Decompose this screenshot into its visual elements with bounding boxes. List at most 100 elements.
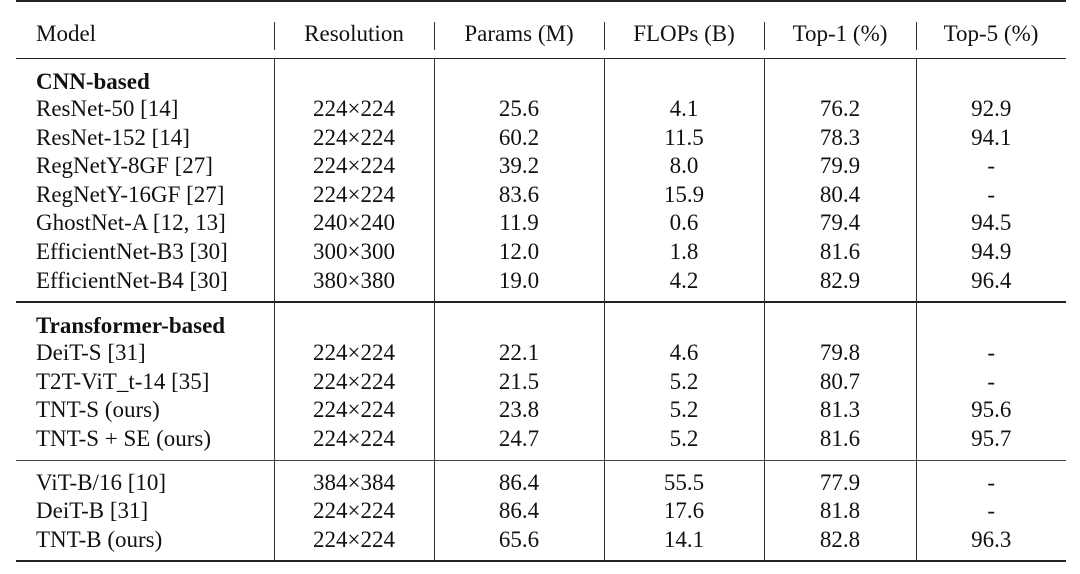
header-resolution: Resolution xyxy=(274,0,434,59)
cell-model: DeiT-B [31] xyxy=(36,498,149,524)
cell-top5: 94.5 xyxy=(915,209,1066,238)
cell-flops: 1.8 xyxy=(603,237,764,267)
table-row: TNT-B (ours) 224×224 65.6 14.1 82.8 96.3 xyxy=(16,525,1066,563)
cell-top5: - xyxy=(915,460,1066,498)
cell-flops: 5.2 xyxy=(603,424,764,461)
table-row: RegNetY-16GF [27] 224×224 83.6 15.9 80.4- xyxy=(16,180,1066,210)
table-row: EfficientNet-B4 [30] 380×380 19.0 4.2 82.9 96… xyxy=(16,266,1066,304)
cell-top1: 77.9 xyxy=(763,460,916,498)
header-top1: Top-1 (%) xyxy=(764,0,916,59)
cell-params: 60.2 xyxy=(433,123,604,153)
cell-flops: 4.2 xyxy=(603,266,764,304)
cell-resolution: 224×224 xyxy=(273,95,434,124)
cell-top1: 81.6 xyxy=(763,237,916,267)
cell-model: RegNetY-16GF [27] xyxy=(36,181,225,207)
cell-params: 11.9 xyxy=(433,209,604,238)
table-group: CNN-based ResNet-50 [14] 224×224 25.6 4.1 76.… xyxy=(16,58,1066,304)
cell-model: EfficientNet-B4 [30] xyxy=(16,266,274,304)
cell-top5: - xyxy=(915,367,1066,397)
cell-model: TNT-S (ours) xyxy=(36,397,160,423)
header-row: Model Resolution Params (M) FLOPs (B) To… xyxy=(16,0,1066,59)
empty-cell xyxy=(433,302,604,340)
table-row: TNT-S + SE (ours) 224×224 24.7 5.2 81.6 95.7 xyxy=(16,424,1066,461)
cell-top5: 96.4 xyxy=(915,266,1066,304)
empty-cell xyxy=(433,58,604,95)
cell-params: 25.6 xyxy=(433,95,604,124)
empty-cell xyxy=(763,58,916,95)
cell-top5: 94.1 xyxy=(915,123,1066,153)
cell-resolution: 240×240 xyxy=(273,209,434,238)
table-row: DeiT-S [31] 224×224 22.1 4.6 79.8- xyxy=(16,339,1066,368)
table-row: TNT-S (ours) 224×224 23.8 5.2 81.3 95.6 xyxy=(16,396,1066,425)
cell-top5: 95.7 xyxy=(915,424,1066,461)
cell-top1: 79.4 xyxy=(763,209,916,238)
cell-flops: 55.5 xyxy=(603,460,764,498)
cell-model: T2T-ViT_t-14 [35] xyxy=(36,368,210,394)
empty-cell xyxy=(763,302,916,340)
cell-flops: 15.9 xyxy=(603,180,764,210)
table-row: ResNet-50 [14] 224×224 25.6 4.1 76.2 92.9 xyxy=(16,95,1066,124)
cell-model: TNT-S + SE (ours) xyxy=(16,424,274,461)
table-row: ResNet-152 [14] 224×224 60.2 11.5 78.3 94.1 xyxy=(16,123,1066,153)
cell-model: ResNet-50 [14] xyxy=(36,96,179,121)
cell-flops: 11.5 xyxy=(603,123,764,153)
cell-top1: 76.2 xyxy=(763,95,916,124)
cell-resolution: 224×224 xyxy=(273,497,434,526)
cell-top1: 81.6 xyxy=(763,424,916,461)
cell-model: DeiT-S [31] xyxy=(36,340,146,366)
results-table: Model Resolution Params (M) FLOPs (B) To… xyxy=(16,0,1066,563)
table-row: RegNetY-8GF [27] 224×224 39.2 8.0 79.9- xyxy=(16,152,1066,181)
cell-top5: - xyxy=(915,497,1066,526)
header-flops: FLOPs (B) xyxy=(604,0,764,59)
cell-top5: 92.9 xyxy=(915,95,1066,124)
cell-params: 83.6 xyxy=(433,180,604,210)
cell-params: 21.5 xyxy=(433,367,604,397)
cell-resolution: 300×300 xyxy=(273,237,434,267)
cell-flops: 5.2 xyxy=(603,367,764,397)
empty-cell xyxy=(603,302,764,340)
cell-top1: 82.9 xyxy=(763,266,916,304)
cell-resolution: 380×380 xyxy=(273,266,434,304)
cell-flops: 4.1 xyxy=(603,95,764,124)
cell-top1: 81.8 xyxy=(763,497,916,526)
cell-resolution: 224×224 xyxy=(273,396,434,425)
table-row: DeiT-B [31] 224×224 86.4 17.6 81.8- xyxy=(16,497,1066,526)
cell-params: 86.4 xyxy=(433,460,604,498)
table-row: T2T-ViT_t-14 [35] 224×224 21.5 5.2 80.7- xyxy=(16,367,1066,397)
cell-resolution: 224×224 xyxy=(273,339,434,368)
cell-resolution: 224×224 xyxy=(273,367,434,397)
cell-top5: - xyxy=(915,152,1066,181)
cell-params: 19.0 xyxy=(433,266,604,304)
cell-flops: 5.2 xyxy=(603,396,764,425)
cell-params: 23.8 xyxy=(433,396,604,425)
cell-model: TNT-B (ours) xyxy=(16,525,274,563)
cell-top5: 95.6 xyxy=(915,396,1066,425)
header-params: Params (M) xyxy=(434,0,604,59)
empty-cell xyxy=(915,58,1066,95)
cell-flops: 4.6 xyxy=(603,339,764,368)
empty-cell xyxy=(603,58,764,95)
table-group: ViT-B/16 [10] 384×384 86.4 55.5 77.9- DeiT-B … xyxy=(16,460,1066,563)
cell-model: ViT-B/16 [10] xyxy=(36,469,167,495)
cell-flops: 14.1 xyxy=(603,525,764,563)
cell-top1: 79.9 xyxy=(763,152,916,181)
cell-resolution: 224×224 xyxy=(273,123,434,153)
empty-cell xyxy=(273,58,434,95)
group-title-row: CNN-based xyxy=(16,58,1066,95)
cell-top5: - xyxy=(915,339,1066,368)
cell-flops: 0.6 xyxy=(603,209,764,238)
cell-params: 12.0 xyxy=(433,237,604,267)
cell-top1: 80.4 xyxy=(763,180,916,210)
cell-top5: 96.3 xyxy=(915,525,1066,563)
cell-params: 39.2 xyxy=(433,152,604,181)
table-row: EfficientNet-B3 [30] 300×300 12.0 1.8 81.6 94… xyxy=(16,237,1066,267)
table-group: Transformer-based DeiT-S [31] 224×224 22.1 4… xyxy=(16,302,1066,461)
cell-params: 22.1 xyxy=(433,339,604,368)
cell-params: 24.7 xyxy=(433,424,604,461)
group-title-row: Transformer-based xyxy=(16,302,1066,340)
group-title: CNN-based xyxy=(36,69,150,94)
empty-cell xyxy=(915,302,1066,340)
empty-cell xyxy=(273,302,434,340)
cell-resolution: 224×224 xyxy=(273,152,434,181)
